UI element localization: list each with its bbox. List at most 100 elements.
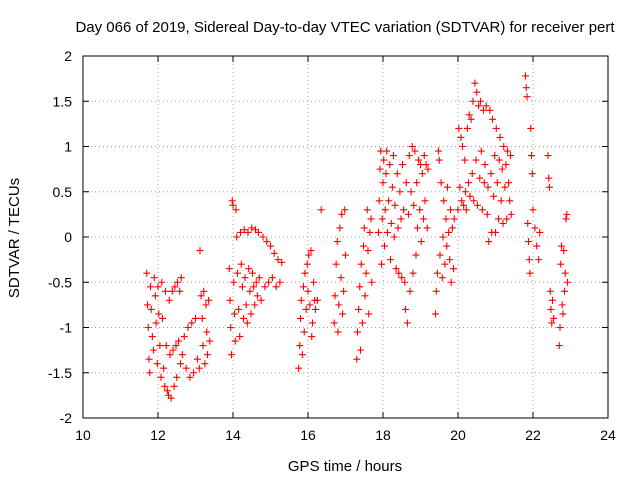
- data-point: [168, 287, 176, 295]
- data-point: [386, 161, 394, 169]
- data-point: [529, 206, 537, 214]
- data-point: [501, 183, 509, 191]
- data-point: [195, 364, 203, 372]
- data-point: [188, 319, 196, 327]
- y-tick-label: 0: [64, 229, 72, 245]
- grid-lines: [83, 56, 608, 418]
- data-point: [531, 224, 539, 232]
- data-point: [378, 215, 386, 223]
- data-point: [418, 170, 426, 178]
- data-point: [535, 256, 543, 264]
- data-point: [506, 197, 514, 205]
- data-point: [240, 226, 248, 234]
- data-point: [470, 197, 478, 205]
- data-point: [471, 79, 479, 87]
- data-point: [437, 179, 445, 187]
- data-point: [468, 170, 476, 178]
- data-point: [485, 238, 493, 246]
- data-point: [474, 201, 481, 209]
- data-point: [167, 394, 175, 402]
- data-point: [156, 342, 164, 350]
- data-point: [548, 319, 556, 327]
- data-point: [240, 314, 247, 322]
- x-tick-label: 22: [525, 427, 541, 443]
- data-point: [246, 287, 254, 295]
- data-point: [248, 224, 256, 232]
- data-point: [469, 97, 477, 105]
- data-point: [159, 314, 166, 322]
- data-point: [533, 242, 541, 250]
- data-point: [255, 228, 262, 236]
- data-point: [368, 278, 376, 286]
- data-point: [238, 283, 246, 291]
- data-point: [257, 296, 265, 304]
- data-point: [390, 152, 397, 160]
- data-point: [525, 238, 532, 246]
- data-point: [524, 219, 532, 227]
- data-point: [180, 333, 188, 341]
- data-point: [522, 72, 529, 80]
- y-tick-label: 1: [64, 139, 72, 155]
- data-point: [445, 228, 453, 236]
- data-point: [455, 124, 463, 132]
- data-point: [462, 206, 470, 214]
- data-point: [546, 287, 554, 295]
- data-point: [411, 147, 419, 155]
- data-point: [312, 305, 319, 313]
- data-point: [484, 183, 492, 191]
- data-point: [247, 310, 255, 318]
- data-point: [261, 283, 269, 291]
- data-point: [424, 165, 432, 173]
- data-point: [523, 93, 531, 101]
- data-point: [387, 256, 394, 264]
- data-point: [295, 364, 303, 372]
- data-point: [198, 314, 206, 322]
- data-point: [396, 188, 404, 196]
- data-point: [414, 224, 421, 232]
- data-point: [505, 179, 513, 187]
- data-point: [493, 179, 501, 187]
- data-point: [190, 369, 198, 377]
- data-point: [403, 319, 411, 327]
- data-point: [461, 156, 469, 164]
- data-point: [559, 310, 567, 318]
- data-point: [250, 283, 258, 291]
- data-point: [358, 319, 366, 327]
- data-point: [557, 260, 565, 268]
- data-point: [422, 161, 430, 169]
- axis-ticks: 10 12 14 16 18 20 22 24 -2 -1.5 -1 -0.5 0 0.5 1 1.5 2: [48, 48, 616, 443]
- data-point: [233, 233, 241, 241]
- data-point: [402, 305, 409, 313]
- data-point: [465, 179, 472, 187]
- data-point: [226, 296, 234, 304]
- data-point: [483, 210, 491, 218]
- x-tick-label: 20: [450, 427, 466, 443]
- data-point: [377, 147, 385, 155]
- data-point: [447, 278, 455, 286]
- data-point: [458, 197, 466, 205]
- data-point: [550, 314, 558, 322]
- data-point: [310, 278, 318, 286]
- data-point: [447, 206, 454, 214]
- data-point: [259, 233, 267, 241]
- y-tick-label: -0.5: [48, 274, 72, 290]
- data-point: [477, 147, 485, 155]
- data-point: [546, 183, 553, 191]
- data-point: [561, 287, 568, 295]
- data-point: [476, 174, 484, 182]
- data-point: [143, 269, 151, 277]
- data-point: [342, 251, 349, 259]
- data-point: [460, 201, 468, 209]
- data-point: [503, 215, 511, 223]
- plot-frame: [82, 55, 609, 419]
- data-point: [381, 206, 389, 214]
- data-point: [439, 233, 447, 241]
- data-point: [184, 324, 192, 331]
- y-tick-label: 1.5: [53, 93, 73, 109]
- data-point: [421, 197, 429, 205]
- data-point: [297, 296, 305, 304]
- data-point: [394, 224, 402, 232]
- data-point: [235, 305, 243, 313]
- data-point: [144, 324, 152, 331]
- data-point: [544, 152, 552, 160]
